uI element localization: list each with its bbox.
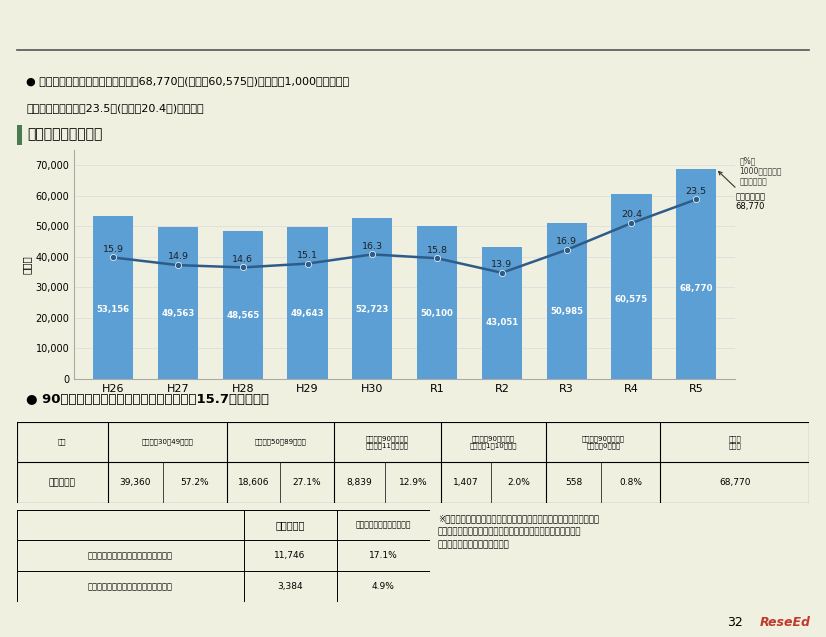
Text: 欠席日数90日以上で
出席日数11以上の者: 欠席日数90日以上で 出席日数11以上の者 xyxy=(366,435,409,449)
Text: 57.2%: 57.2% xyxy=(181,478,209,487)
Text: 15.1: 15.1 xyxy=(297,251,318,260)
Text: 50,985: 50,985 xyxy=(550,308,583,317)
Text: 不登校生徒のうち中途退学に至った者: 不登校生徒のうち中途退学に至った者 xyxy=(88,551,173,561)
Text: 国公私立計: 国公私立計 xyxy=(49,478,75,487)
Text: 27.1%: 27.1% xyxy=(292,478,321,487)
Text: 区分: 区分 xyxy=(58,439,66,445)
Text: 558: 558 xyxy=(565,478,582,487)
Bar xyxy=(611,194,652,379)
Text: 欠席日数30～49日の者: 欠席日数30～49日の者 xyxy=(141,439,193,445)
Text: 68,770: 68,770 xyxy=(680,284,713,293)
Bar xyxy=(547,223,586,379)
Text: 15.9: 15.9 xyxy=(102,245,124,254)
Text: 欠席日数50～89日の者: 欠席日数50～89日の者 xyxy=(254,439,306,445)
Text: 0.8%: 0.8% xyxy=(620,478,642,487)
Text: 国公私立計: 国公私立計 xyxy=(275,520,305,530)
Text: 不登校生徒数に対する割合: 不登校生徒数に対する割合 xyxy=(355,520,411,529)
Text: ※「生徒指導要録」の「出欠の記録欄」のうち、「備考」欄に、校長
が出席扱いとした日数が記録されている場合は、その日数につ
いては「欠席日数」に含める。: ※「生徒指導要録」の「出欠の記録欄」のうち、「備考」欄に、校長 が出席扱いとした… xyxy=(438,514,599,550)
Text: 11,746: 11,746 xyxy=(274,551,306,561)
Text: 23.5: 23.5 xyxy=(686,187,707,196)
Bar xyxy=(417,226,458,379)
Text: 不登校生徒のうち原級留置になった者: 不登校生徒のうち原級留置になった者 xyxy=(88,582,173,591)
Text: ● 高等学校における不登校生徒数は68,770人(前年度60,575人)であり、1,000人当たりの: ● 高等学校における不登校生徒数は68,770人(前年度60,575人)であり、… xyxy=(26,76,349,87)
Text: 39,360: 39,360 xyxy=(120,478,151,487)
Text: 14.6: 14.6 xyxy=(232,255,254,264)
Y-axis label: （人）: （人） xyxy=(21,255,31,274)
Text: 15.8: 15.8 xyxy=(427,246,448,255)
Text: 16.9: 16.9 xyxy=(556,237,577,246)
Text: 68,770: 68,770 xyxy=(719,478,751,487)
Bar xyxy=(223,231,263,379)
Text: 不登校生徒数
68,770: 不登校生徒数 68,770 xyxy=(719,171,765,211)
Text: 20.4: 20.4 xyxy=(621,210,642,219)
Text: ReseEd: ReseEd xyxy=(760,616,811,629)
Bar xyxy=(287,227,328,379)
Text: 不登校
生徒数: 不登校 生徒数 xyxy=(729,435,741,449)
Text: 不登校生徒数の推移: 不登校生徒数の推移 xyxy=(27,127,102,141)
Text: 53,156: 53,156 xyxy=(97,304,130,313)
Text: （%）
1000人当たりの
不登校生徒数: （%） 1000人当たりの 不登校生徒数 xyxy=(739,156,781,186)
Text: ● 90日以上欠席した者は、不登校生徒数の15.7％である。: ● 90日以上欠席した者は、不登校生徒数の15.7％である。 xyxy=(26,393,269,406)
Text: 49,643: 49,643 xyxy=(291,309,325,318)
Text: 2.0%: 2.0% xyxy=(507,478,530,487)
Text: 32: 32 xyxy=(727,616,743,629)
Text: 3,384: 3,384 xyxy=(278,582,303,591)
Text: 8,839: 8,839 xyxy=(347,478,373,487)
Text: 不登校生徒数は、23.5人(前年度20.4人)である。: 不登校生徒数は、23.5人(前年度20.4人)である。 xyxy=(26,103,204,113)
Bar xyxy=(482,247,522,379)
Text: 13.9: 13.9 xyxy=(491,260,512,269)
Bar xyxy=(158,227,198,379)
Text: 欠席日数90日以上で
出席日数1～10日の者: 欠席日数90日以上で 出席日数1～10日の者 xyxy=(470,435,517,449)
Text: 17.1%: 17.1% xyxy=(368,551,397,561)
Text: 52,723: 52,723 xyxy=(356,305,389,314)
Bar xyxy=(352,218,392,379)
Text: 12.9%: 12.9% xyxy=(399,478,427,487)
Bar xyxy=(17,125,22,145)
Text: 欠席日数90日以上で
出席日数0日の者: 欠席日数90日以上で 出席日数0日の者 xyxy=(582,435,624,449)
Bar xyxy=(676,169,716,379)
Text: 14.9: 14.9 xyxy=(168,252,188,261)
Text: 43,051: 43,051 xyxy=(486,318,519,327)
Text: 60,575: 60,575 xyxy=(615,295,648,304)
Text: 48,565: 48,565 xyxy=(226,311,259,320)
Text: 4.9%: 4.9% xyxy=(372,582,395,591)
Text: 50,100: 50,100 xyxy=(420,309,453,318)
Text: 16.3: 16.3 xyxy=(362,242,383,251)
Bar xyxy=(93,217,133,379)
Text: 1,407: 1,407 xyxy=(453,478,478,487)
Text: 49,563: 49,563 xyxy=(161,310,195,318)
Text: 18,606: 18,606 xyxy=(237,478,269,487)
